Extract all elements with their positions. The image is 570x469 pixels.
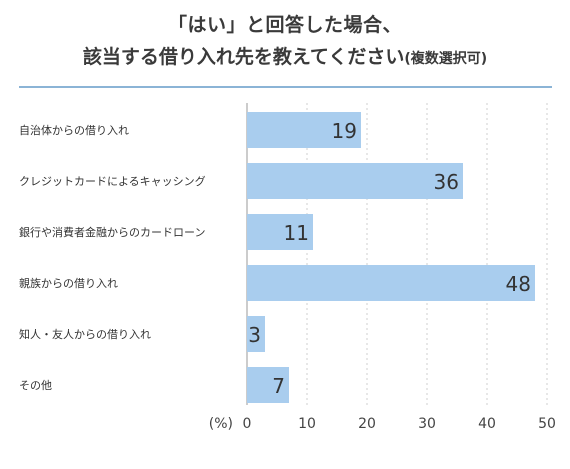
tick-label-50: 50 — [538, 416, 556, 432]
value-label-0: 19 — [332, 119, 357, 143]
category-labels: 自治体からの借り入れクレジットカードによるキャッシング銀行や消費者金融からのカー… — [19, 123, 206, 392]
category-label-3: 親族からの借り入れ — [19, 276, 118, 290]
chart-title-main: 該当する借り入れ先を教えてください — [82, 46, 405, 68]
value-label-2: 11 — [284, 221, 309, 245]
title-underline — [19, 86, 552, 88]
category-label-1: クレジットカードによるキャッシング — [19, 174, 206, 188]
value-label-1: 36 — [434, 170, 459, 194]
value-label-5: 7 — [272, 374, 285, 398]
unit-label: (%) — [209, 416, 233, 432]
category-label-4: 知人・友人からの借り入れ — [19, 327, 151, 341]
tick-label-40: 40 — [478, 416, 496, 432]
bar-5 — [247, 367, 289, 403]
tick-label-0: 0 — [243, 416, 252, 432]
value-label-4: 3 — [248, 323, 261, 347]
bar-2 — [247, 214, 313, 250]
bar-3 — [247, 265, 535, 301]
value-labels: 19 36 11 48 3 7 — [248, 119, 531, 398]
bars — [247, 112, 535, 403]
chart-title-note: (複数選択可) — [404, 51, 488, 67]
bar-4 — [247, 316, 265, 352]
chart-title-line2: 該当する借り入れ先を教えてください(複数選択可) — [0, 42, 570, 69]
bar-0 — [247, 112, 361, 148]
category-label-5: その他 — [19, 379, 52, 392]
bar-1 — [247, 163, 463, 199]
tick-labels: 0 10 20 30 40 50 — [243, 416, 556, 432]
chart-title-line1: 「はい」と回答した場合、 — [167, 14, 402, 36]
tick-label-30: 30 — [418, 416, 436, 432]
category-label-2: 銀行や消費者金融からのカードローン — [19, 225, 205, 239]
category-label-0: 自治体からの借り入れ — [19, 123, 129, 137]
tick-label-20: 20 — [358, 416, 376, 432]
value-label-3: 48 — [506, 272, 531, 296]
tick-label-10: 10 — [298, 416, 316, 432]
grid-lines — [246, 103, 548, 405]
